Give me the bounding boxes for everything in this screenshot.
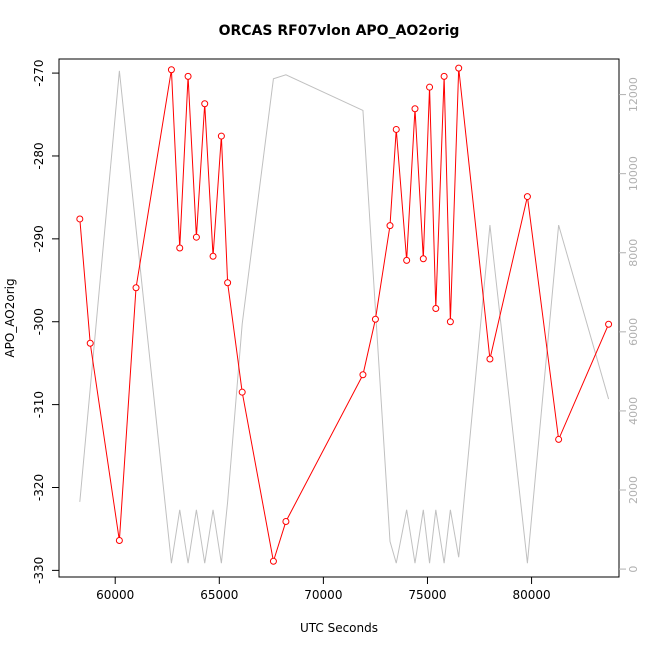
data-point xyxy=(209,252,217,260)
data-point xyxy=(201,100,209,108)
series-secondary xyxy=(79,70,610,564)
x-tick-label: 60000 xyxy=(96,588,134,602)
y-tick-label: -320 xyxy=(32,474,46,501)
x-tick-label: 80000 xyxy=(512,588,550,602)
y2-tick-label: 2000 xyxy=(627,476,640,504)
x-tick-label: 65000 xyxy=(200,588,238,602)
y-tick-label: -290 xyxy=(32,225,46,252)
x-tick-label: 70000 xyxy=(304,588,342,602)
data-point xyxy=(76,215,84,223)
y2-tick-label: 8000 xyxy=(627,239,640,267)
data-point xyxy=(605,320,613,328)
data-point xyxy=(132,284,140,292)
y2-tick-label: 12000 xyxy=(627,77,640,112)
data-point xyxy=(115,537,123,545)
data-point xyxy=(371,315,379,323)
series-primary xyxy=(76,64,613,565)
data-point xyxy=(486,355,494,363)
y-tick-label: -280 xyxy=(32,142,46,169)
data-point xyxy=(184,72,192,80)
data-point xyxy=(440,72,448,80)
data-point xyxy=(411,105,419,113)
chart-title: ORCAS RF07vlon APO_AO2orig xyxy=(219,23,460,39)
y-axis-left: -330 -320 -310 -300 -290 -280 -270 xyxy=(32,59,59,584)
data-point xyxy=(446,318,454,326)
x-tick-label: 75000 xyxy=(408,588,446,602)
data-point xyxy=(455,64,463,72)
data-point xyxy=(282,517,290,525)
y2-tick-label: 4000 xyxy=(627,397,640,425)
data-point xyxy=(238,388,246,396)
y-axis-right: 0 2000 4000 6000 8000 10000 12000 xyxy=(619,77,640,573)
x-axis: 60000 65000 70000 75000 80000 xyxy=(96,577,551,602)
data-point xyxy=(555,435,563,443)
plot-frame xyxy=(58,58,620,578)
data-point xyxy=(359,371,367,379)
y2-tick-label: 10000 xyxy=(627,156,640,191)
data-point xyxy=(86,339,94,347)
data-point xyxy=(403,256,411,264)
y-axis-label: APO_AO2orig xyxy=(3,278,17,357)
y-tick-label: -300 xyxy=(32,308,46,335)
data-point xyxy=(523,193,531,201)
data-point xyxy=(224,279,232,287)
y-tick-label: -270 xyxy=(32,59,46,86)
data-point xyxy=(176,244,184,252)
data-point xyxy=(419,255,427,263)
data-point xyxy=(269,557,277,565)
primary-series-line xyxy=(79,68,610,562)
y2-tick-label: 0 xyxy=(627,566,640,573)
data-point xyxy=(386,222,394,230)
x-axis-label: UTC Seconds xyxy=(300,621,378,635)
y-tick-label: -310 xyxy=(32,391,46,418)
secondary-series-line xyxy=(79,70,610,564)
data-point xyxy=(167,66,175,74)
data-point xyxy=(217,132,225,140)
y-tick-label: -330 xyxy=(32,557,46,584)
data-point xyxy=(392,125,400,133)
data-point xyxy=(426,83,434,91)
data-point xyxy=(192,233,200,241)
data-point xyxy=(432,304,440,312)
y2-tick-label: 6000 xyxy=(627,318,640,346)
